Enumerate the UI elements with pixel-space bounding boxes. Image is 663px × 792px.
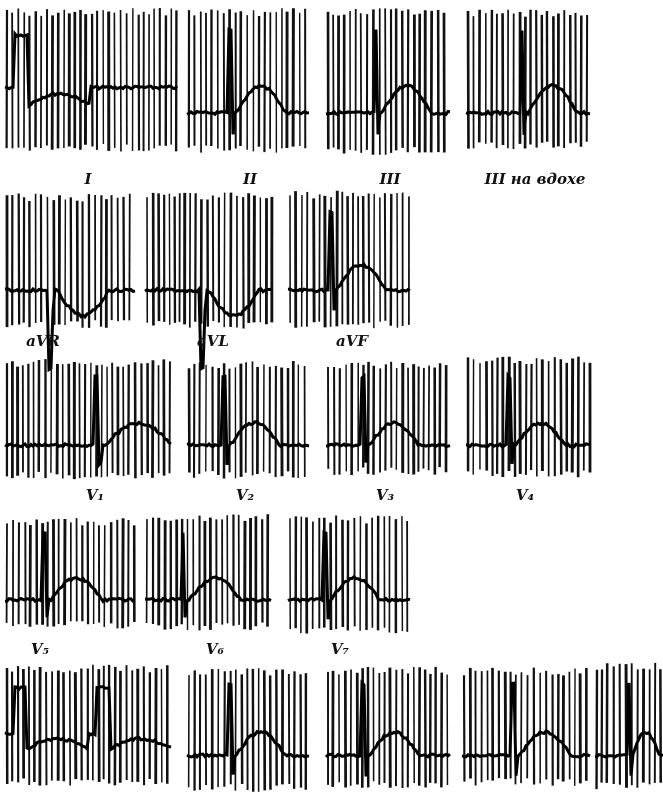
lead-label: V₅ [31, 640, 50, 658]
ecg-trace [144, 285, 272, 372]
lead-label: I [83, 170, 92, 188]
ecg-trace [145, 532, 272, 618]
ecg-trace [287, 209, 411, 311]
ecg-panel [325, 361, 451, 475]
ecg-panel [144, 192, 274, 372]
lead-label: II [242, 170, 258, 188]
lead-label: V₃ [376, 486, 395, 504]
ecg-trace [325, 372, 451, 463]
ecg-panel [186, 668, 310, 792]
lead-label: V₇ [331, 640, 350, 658]
ecg-panel [287, 515, 411, 634]
ecg-panel [461, 667, 591, 786]
ecg-trace [287, 529, 411, 620]
ecg-trace [465, 30, 591, 135]
lead-label: V₂ [236, 486, 255, 504]
ecg-trace [4, 530, 136, 618]
ecg-trace [4, 30, 179, 109]
ecg-panel [465, 9, 591, 150]
lead-label: V₄ [516, 486, 534, 504]
lead-label: aVL [197, 332, 229, 350]
lead-label: III на вдохе [484, 170, 586, 188]
ecg-trace [4, 286, 136, 373]
ecg-trace [324, 679, 451, 777]
ecg-trace [4, 374, 172, 469]
ecg-panel [186, 8, 310, 153]
ecg-trace [325, 29, 451, 135]
ecg-trace [594, 682, 663, 776]
ecg-trace [186, 682, 310, 775]
ecg-panel [4, 664, 172, 786]
ecg-trace [186, 27, 310, 135]
ecg-trace [465, 371, 591, 465]
ecg-trace [461, 681, 591, 776]
ecg-panel [325, 8, 451, 155]
ecg-panel [186, 360, 310, 479]
lead-label: aVR [26, 332, 60, 350]
lead-label: III [378, 170, 401, 188]
ecg-panel [324, 666, 451, 789]
ecg-trace [4, 685, 172, 753]
ecg-panel [4, 518, 136, 629]
ecg-panel [4, 8, 179, 152]
ecg-panel [465, 356, 592, 478]
lead-label: V₆ [206, 640, 225, 658]
lead-label: aVF [336, 332, 369, 350]
ecg-panel [4, 193, 136, 373]
ecg-panel [145, 514, 272, 631]
ecg-trace [186, 374, 310, 466]
lead-label: V₁ [86, 486, 104, 504]
ecg-panel [4, 359, 172, 480]
ecg-panel [287, 190, 411, 329]
ecg-panel [594, 662, 663, 790]
